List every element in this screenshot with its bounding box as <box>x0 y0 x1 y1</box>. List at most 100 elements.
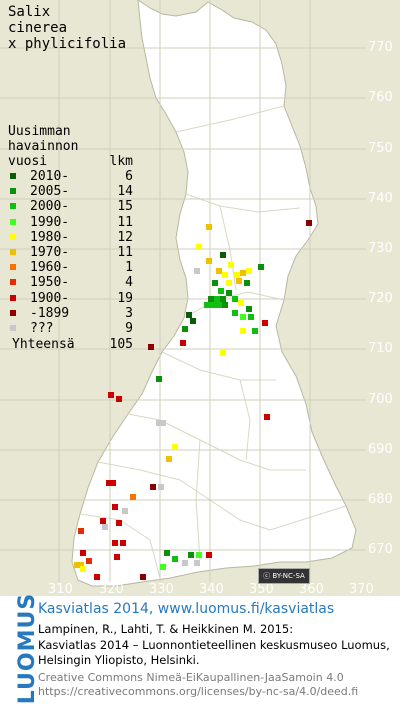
luomus-logo: LUOMUS <box>15 592 41 704</box>
citation-line3: Helsingin Yliopisto, Helsinki. <box>38 653 200 667</box>
observation-point <box>222 272 228 278</box>
legend-row: 1900- 19 <box>8 291 133 306</box>
x-tick-label: 320 <box>99 582 124 596</box>
observation-point <box>246 306 252 312</box>
observation-point <box>86 558 92 564</box>
observation-point <box>156 420 166 426</box>
observation-point <box>226 280 232 286</box>
legend-count: 12 <box>117 229 133 245</box>
legend-swatch <box>10 173 16 179</box>
observation-point <box>112 504 118 510</box>
y-tick-label: 670 <box>368 542 393 557</box>
observation-point <box>232 296 238 302</box>
observation-points <box>74 220 312 580</box>
observation-point <box>218 288 224 294</box>
observation-point <box>100 518 106 524</box>
observation-point <box>210 302 216 308</box>
legend-count: 11 <box>117 214 133 230</box>
legend-row: 2000- 15 <box>8 199 133 214</box>
observation-point <box>106 480 116 486</box>
legend-row: 1950- 4 <box>8 275 133 290</box>
observation-point <box>74 562 84 568</box>
observation-point <box>216 302 222 308</box>
legend-count: 19 <box>117 290 133 306</box>
legend-swatch <box>10 279 16 286</box>
legend-year-label: 1900- <box>30 290 70 306</box>
legend-year-label: 1990- <box>30 214 70 230</box>
legend-row: 2005- 14 <box>8 184 133 199</box>
observation-point <box>306 220 312 226</box>
legend-count: 4 <box>125 275 133 291</box>
x-tick-label: 310 <box>48 582 73 596</box>
legend-count: 1 <box>125 260 133 276</box>
legend-year-label: 1970- <box>30 245 70 260</box>
legend-row: -1899 3 <box>8 306 133 321</box>
legend-swatch <box>10 218 16 225</box>
legend-row: 1990- 11 <box>8 215 133 230</box>
observation-point <box>94 574 100 580</box>
y-tick-label: 730 <box>368 241 393 256</box>
legend-title-line1: Uusimman <box>8 124 71 139</box>
observation-point <box>172 444 178 450</box>
y-tick-label: 770 <box>368 40 393 55</box>
legend-year-label: 2005- <box>30 184 70 200</box>
y-tick-label: 740 <box>368 191 393 206</box>
species-name-line1: Salix <box>8 4 51 20</box>
observation-point <box>258 264 264 270</box>
legend-row: ??? 9 <box>8 321 133 336</box>
observation-point <box>182 326 188 332</box>
observation-point <box>234 272 240 278</box>
observation-point <box>228 262 234 268</box>
legend-swatch <box>10 233 16 240</box>
legend-year-label: 2000- <box>30 199 70 215</box>
legend-row: 1980- 12 <box>8 230 133 245</box>
observation-point <box>252 328 258 334</box>
observation-point <box>220 296 226 302</box>
legend-col-count: lkm <box>109 154 133 169</box>
observation-point <box>226 290 232 296</box>
observation-point <box>102 524 108 530</box>
legend-swatch <box>10 188 16 195</box>
license-line1: Creative Commons Nimeä-EiKaupallinen-Jaa… <box>38 671 344 684</box>
observation-point <box>188 552 194 558</box>
observation-point <box>196 244 202 250</box>
observation-point <box>180 340 186 346</box>
observation-point <box>264 414 270 420</box>
observation-point <box>204 302 210 308</box>
observation-point <box>122 508 128 514</box>
observation-point <box>216 268 222 274</box>
legend-year-label: 2010- <box>30 169 70 184</box>
y-tick-label: 720 <box>368 291 393 306</box>
legend-swatch <box>10 294 16 301</box>
observation-point <box>116 520 122 526</box>
observation-point <box>172 556 178 562</box>
observation-point <box>112 540 118 546</box>
x-tick-label: 330 <box>149 582 174 596</box>
legend-swatch <box>10 249 16 255</box>
legend-col-year: vuosi <box>8 154 48 169</box>
license-link[interactable]: https://creativecommons.org/licenses/by-… <box>38 685 359 698</box>
x-tick-label: 370 <box>349 582 374 596</box>
observation-point <box>156 376 162 382</box>
legend-count: 11 <box>117 245 133 260</box>
cc-badge-text: BY-NC-SA <box>272 572 305 580</box>
legend-row: 1970- 11 <box>8 245 133 260</box>
citation-line2: Kasviatlas 2014 – Luonnontieteellinen ke… <box>38 638 390 652</box>
legend-swatch <box>10 203 16 210</box>
observation-point <box>220 350 226 356</box>
observation-point <box>244 280 250 286</box>
observation-point <box>240 328 246 334</box>
atlas-title-link[interactable]: Kasviatlas 2014, www.luomus.fi/kasviatla… <box>38 601 335 617</box>
cc-license-badge[interactable]: ⓒ BY-NC-SA <box>258 568 310 584</box>
legend-year-label: 1960- <box>30 260 70 276</box>
observation-point <box>140 574 146 580</box>
observation-point <box>222 302 228 308</box>
citation-line1: Lampinen, R., Lahti, T. & Heikkinen M. 2… <box>38 622 294 636</box>
observation-point <box>262 320 268 326</box>
legend-count: 6 <box>125 169 133 184</box>
observation-point <box>214 296 220 302</box>
legend-count: 14 <box>117 184 133 200</box>
legend-year-label: ??? <box>30 321 54 336</box>
observation-point <box>240 314 246 320</box>
